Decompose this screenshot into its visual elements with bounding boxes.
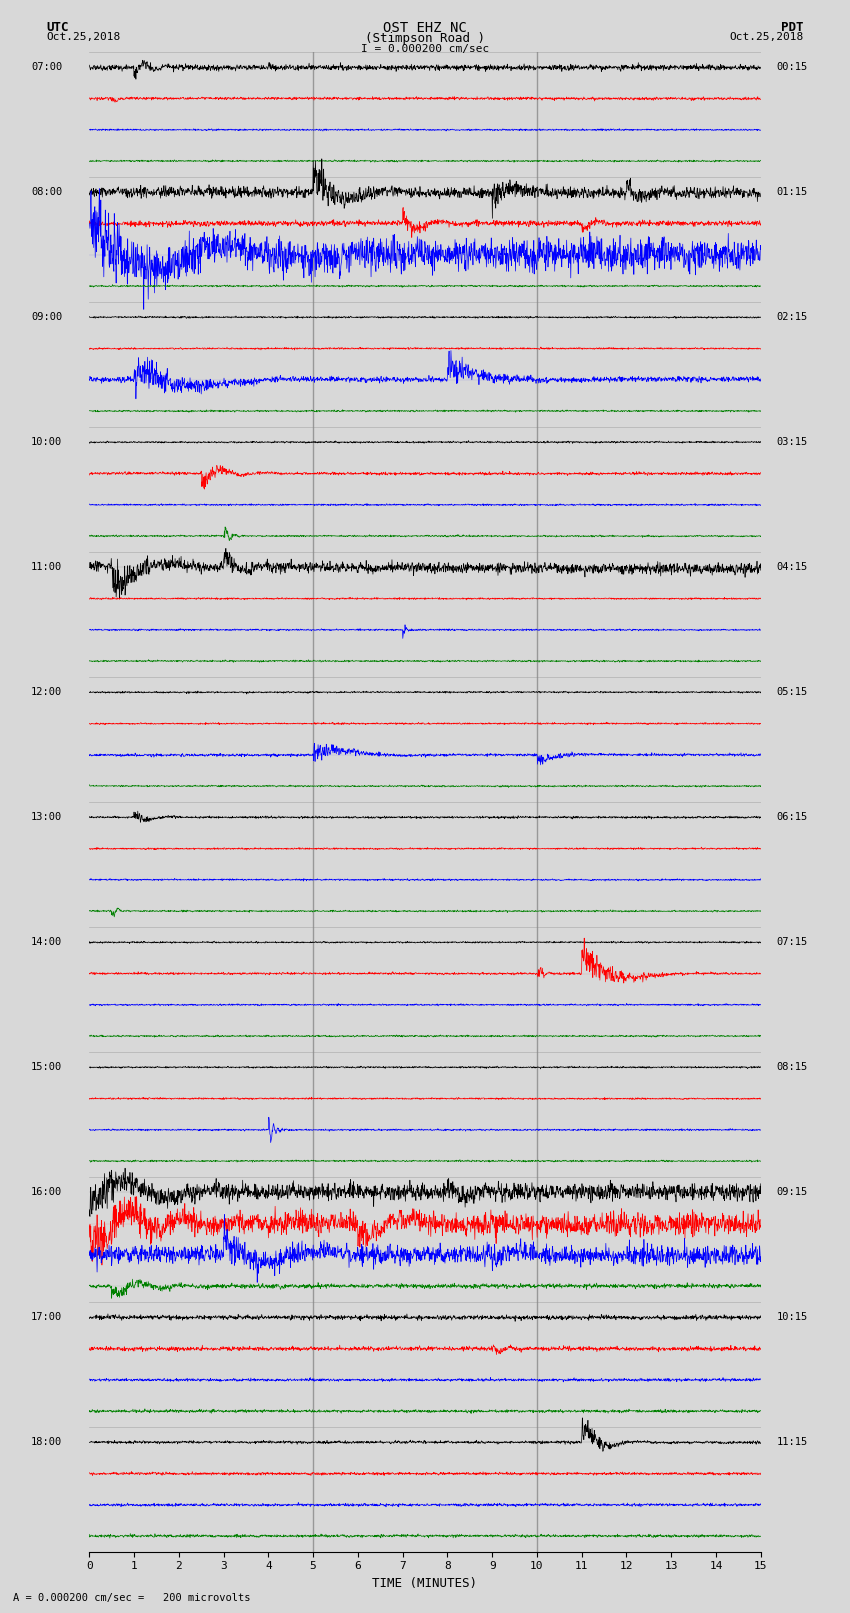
Text: PDT: PDT [781, 21, 803, 34]
Text: 14:00: 14:00 [31, 937, 62, 947]
Text: 04:15: 04:15 [776, 563, 808, 573]
Text: 02:15: 02:15 [776, 313, 808, 323]
Text: 03:15: 03:15 [776, 437, 808, 447]
Text: 06:15: 06:15 [776, 813, 808, 823]
Text: A = 0.000200 cm/sec =   200 microvolts: A = 0.000200 cm/sec = 200 microvolts [13, 1594, 250, 1603]
Text: 15:00: 15:00 [31, 1063, 62, 1073]
Text: 10:15: 10:15 [776, 1313, 808, 1323]
Text: (Stimpson Road ): (Stimpson Road ) [365, 32, 485, 45]
Text: 01:15: 01:15 [776, 187, 808, 197]
Text: 11:00: 11:00 [31, 563, 62, 573]
Text: OST EHZ NC: OST EHZ NC [383, 21, 467, 35]
Text: 08:00: 08:00 [31, 187, 62, 197]
X-axis label: TIME (MINUTES): TIME (MINUTES) [372, 1578, 478, 1590]
Text: Oct.25,2018: Oct.25,2018 [47, 32, 121, 42]
Text: 00:15: 00:15 [776, 63, 808, 73]
Text: 12:00: 12:00 [31, 687, 62, 697]
Text: 08:15: 08:15 [776, 1063, 808, 1073]
Text: 09:00: 09:00 [31, 313, 62, 323]
Text: 07:00: 07:00 [31, 63, 62, 73]
Text: 17:00: 17:00 [31, 1313, 62, 1323]
Text: 13:00: 13:00 [31, 813, 62, 823]
Text: 07:15: 07:15 [776, 937, 808, 947]
Text: I = 0.000200 cm/sec: I = 0.000200 cm/sec [361, 44, 489, 53]
Text: 09:15: 09:15 [776, 1187, 808, 1197]
Text: 10:00: 10:00 [31, 437, 62, 447]
Text: 16:00: 16:00 [31, 1187, 62, 1197]
Text: 05:15: 05:15 [776, 687, 808, 697]
Text: UTC: UTC [47, 21, 69, 34]
Text: Oct.25,2018: Oct.25,2018 [729, 32, 803, 42]
Text: 18:00: 18:00 [31, 1437, 62, 1447]
Text: 11:15: 11:15 [776, 1437, 808, 1447]
